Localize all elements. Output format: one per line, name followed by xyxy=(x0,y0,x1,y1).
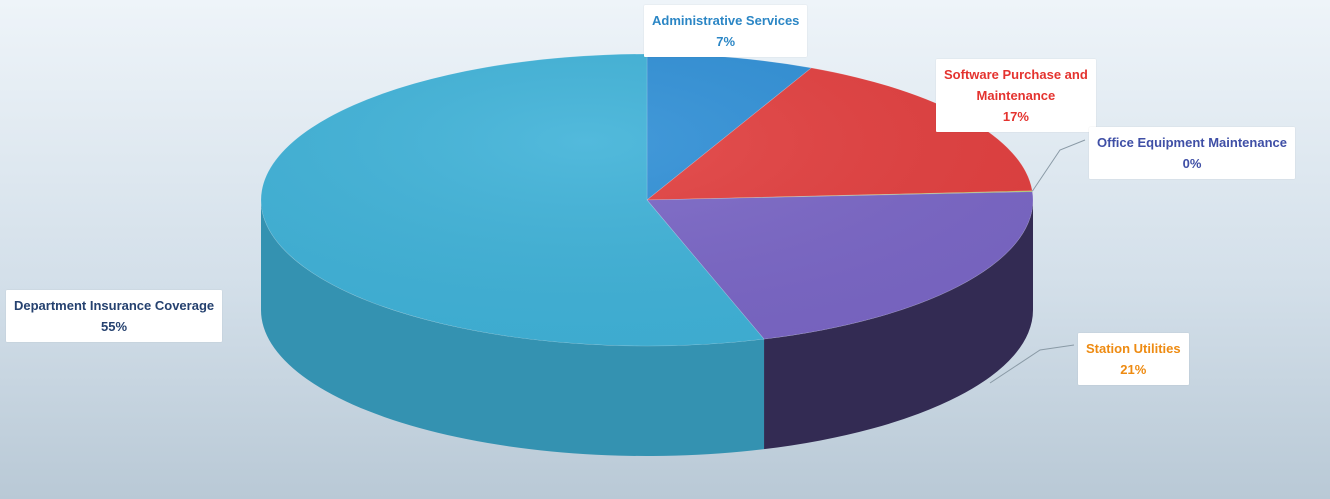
pie-side-department-insurance-coverage xyxy=(261,200,765,456)
data-label-percent: 17% xyxy=(1002,109,1029,124)
pie-side-station-utilities xyxy=(764,200,1033,450)
data-label-station-utilities: Station Utilities 21% xyxy=(1078,333,1189,385)
data-label-office-equipment: Office Equipment Maintenance 0% xyxy=(1089,127,1295,179)
pie-top-highlight xyxy=(261,54,1033,346)
leader-line-office-equipment xyxy=(1031,139,1086,192)
data-label-percent: 55% xyxy=(101,319,128,334)
data-label-percent: 7% xyxy=(716,34,736,49)
data-label-percent: 0% xyxy=(1182,156,1202,171)
leader-line-station-utilities xyxy=(989,344,1075,384)
data-label-department-insurance: Department Insurance Coverage 55% xyxy=(6,290,223,342)
pie-top-layer xyxy=(260,53,1034,347)
data-label-name-line2: Maintenance xyxy=(976,88,1056,103)
data-label-administrative-services: Administrative Services 7% xyxy=(644,5,808,57)
data-label-name: Station Utilities xyxy=(1086,341,1181,356)
data-label-name: Administrative Services xyxy=(652,13,800,28)
data-label-percent: 21% xyxy=(1120,362,1147,377)
data-label-name: Department Insurance Coverage xyxy=(14,298,215,313)
data-label-name: Office Equipment Maintenance xyxy=(1097,135,1287,150)
pie-side-layer xyxy=(261,200,1033,456)
data-label-software-purchase: Software Purchase and Maintenance 17% xyxy=(936,59,1096,132)
leader-lines xyxy=(989,139,1086,384)
data-label-name: Software Purchase and xyxy=(944,67,1088,82)
